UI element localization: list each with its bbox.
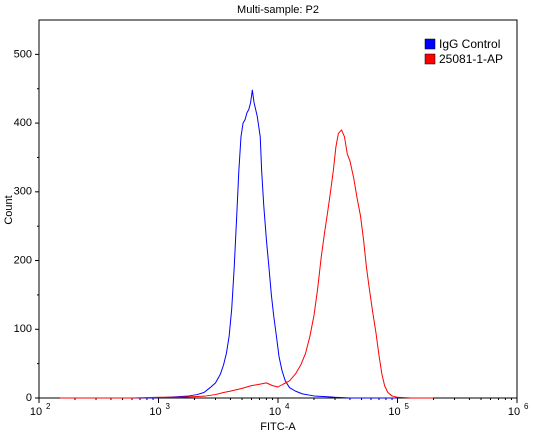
x-tick-label: 10 xyxy=(30,406,42,418)
x-axis-title: FITC-A xyxy=(260,421,296,433)
chart-title: Multi-sample: P2 xyxy=(237,4,319,16)
x-tick-label: 10 xyxy=(388,406,400,418)
x-tick-exponent: 2 xyxy=(46,402,51,411)
y-axis: 0 100 200 300 400 500 xyxy=(14,48,39,404)
x-axis: 10 2 10 3 10 4 10 5 10 6 xyxy=(30,398,529,418)
legend-swatch xyxy=(424,53,436,65)
x-tick-exponent: 3 xyxy=(166,402,171,411)
x-tick-exponent: 4 xyxy=(285,402,290,411)
series-line-2 xyxy=(60,129,434,399)
x-tick-label: 10 xyxy=(508,406,520,418)
x-tick-exponent: 6 xyxy=(524,402,529,411)
y-tick-label: 0 xyxy=(26,392,32,404)
y-tick-label: 500 xyxy=(14,48,32,60)
y-axis-title: Count xyxy=(3,195,15,224)
y-tick-label: 400 xyxy=(14,117,32,129)
legend-swatch xyxy=(424,38,436,50)
y-tick-label: 100 xyxy=(14,323,32,335)
x-tick-label: 10 xyxy=(149,406,161,418)
plot-area-frame xyxy=(38,19,518,399)
y-tick-label: 300 xyxy=(14,186,32,198)
x-tick-label: 10 xyxy=(269,406,281,418)
x-tick-exponent: 5 xyxy=(405,402,410,411)
series-line-1 xyxy=(60,89,398,399)
y-tick-label: 200 xyxy=(14,254,32,266)
series-layer xyxy=(60,89,434,399)
legend-label: IgG Control xyxy=(439,37,500,51)
legend-label: 25081-1-AP xyxy=(439,52,503,66)
